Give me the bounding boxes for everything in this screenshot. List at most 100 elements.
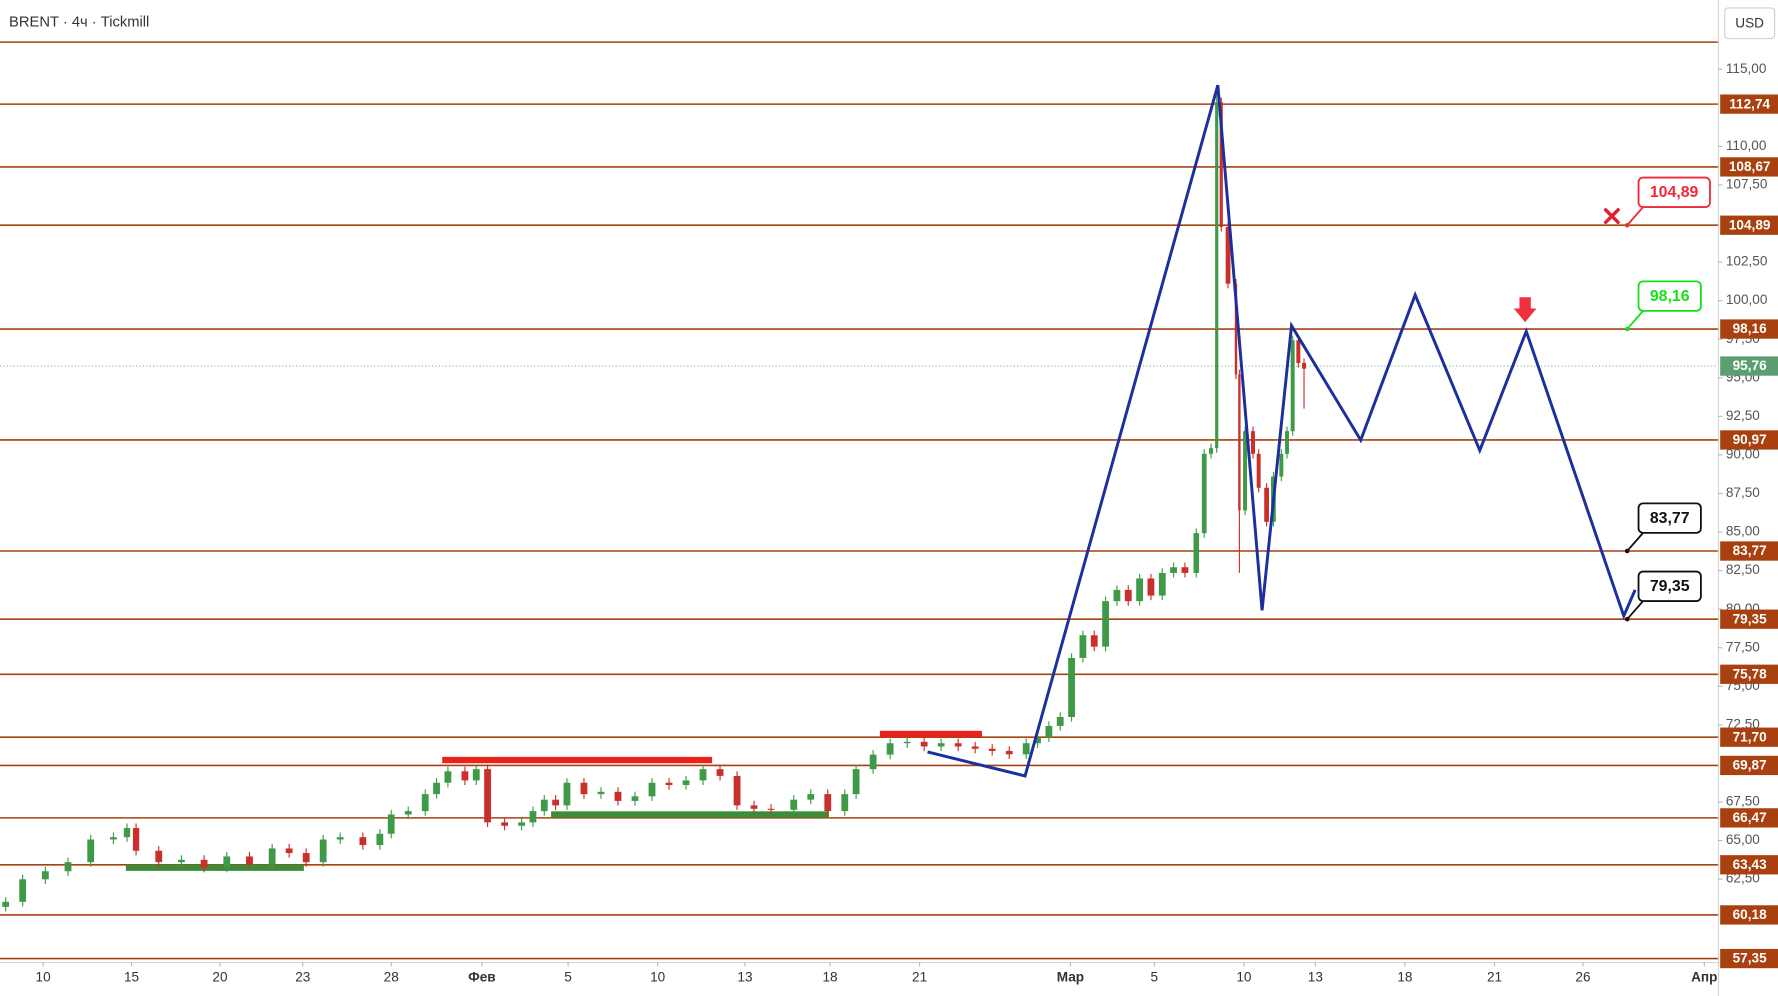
zones-layer <box>125 730 982 871</box>
callout-box <box>1637 280 1702 312</box>
candle-body <box>886 743 894 755</box>
candle-body <box>790 799 798 810</box>
candle-body <box>518 822 526 826</box>
candle-body <box>223 856 231 868</box>
callout: 104,89 <box>1624 176 1711 228</box>
current-price-label: 95,76 <box>1733 358 1767 373</box>
level-label: 83,77 <box>1733 543 1767 558</box>
y-tick-label: 77,50 <box>1726 639 1760 654</box>
level-label: 75,78 <box>1733 666 1767 681</box>
x-tick-label: 13 <box>1308 969 1323 984</box>
x-tick-label: Апр <box>1691 969 1717 984</box>
zone-bar <box>125 864 304 871</box>
candle-body <box>1045 725 1053 738</box>
y-tick-label: 110,00 <box>1726 138 1767 153</box>
x-tick-label: 15 <box>124 969 139 984</box>
x-tick-label: 5 <box>1151 969 1159 984</box>
candle-body <box>1296 340 1301 363</box>
candle-body <box>336 837 344 840</box>
chart-title: BRENT · 4ч · Tickmill <box>9 15 149 31</box>
callout-label: 79,35 <box>1650 578 1690 595</box>
candle-body <box>1022 743 1030 755</box>
y-tick-label: 65,00 <box>1726 832 1760 847</box>
x-tick-label: 10 <box>650 969 666 984</box>
candle-body <box>319 839 327 863</box>
level-label: 112,74 <box>1729 96 1770 111</box>
x-tick-label: 13 <box>737 969 752 984</box>
current-price-box <box>1720 356 1778 376</box>
candle-body <box>1302 362 1307 369</box>
zone-bar <box>551 811 829 818</box>
candle-body <box>87 839 95 863</box>
x-tick-label: 21 <box>912 969 927 984</box>
candle-body <box>359 837 367 846</box>
candle-body <box>1079 635 1087 658</box>
level-label-box <box>1720 727 1778 747</box>
candle-body <box>268 848 276 865</box>
candle-body <box>246 856 253 865</box>
candle-body <box>1234 283 1238 375</box>
candle-body <box>1136 578 1143 602</box>
level-label: 108,67 <box>1729 159 1771 174</box>
candle-body <box>1113 589 1121 602</box>
level-label: 63,43 <box>1733 857 1767 872</box>
candle-body <box>563 782 571 806</box>
candle-body <box>1209 448 1214 454</box>
candle-body <box>631 796 639 801</box>
x-tick-label: 21 <box>1487 969 1502 984</box>
x-tick-label: 18 <box>1397 969 1412 984</box>
x-tick-label: 10 <box>36 969 52 984</box>
x-tick-label: 28 <box>384 969 399 984</box>
candle-body <box>1256 453 1261 488</box>
level-label-box <box>1720 855 1778 875</box>
level-label-box <box>1720 664 1778 684</box>
candle-body <box>421 794 429 812</box>
projection-layer <box>927 84 1637 778</box>
candle-body <box>971 746 979 749</box>
candle-body <box>824 794 832 812</box>
level-label: 90,97 <box>1733 432 1767 447</box>
level-label-box <box>1720 905 1778 925</box>
candle-body <box>1201 453 1207 534</box>
callout-pointer <box>1626 532 1644 552</box>
candle-body <box>750 805 758 809</box>
candle-body <box>1181 567 1189 573</box>
callout-box <box>1637 570 1702 602</box>
candle-body <box>682 780 690 786</box>
candle-body <box>767 808 775 810</box>
level-label-box <box>1720 157 1778 177</box>
level-label: 104,89 <box>1729 217 1771 232</box>
currency-box <box>1724 7 1776 40</box>
candle-body <box>1285 431 1289 454</box>
candle-body <box>716 769 724 776</box>
candle-body <box>64 862 72 872</box>
candle-body <box>1005 750 1013 755</box>
candle-body <box>1056 717 1064 726</box>
x-tick-label: 23 <box>295 969 310 984</box>
level-label: 69,87 <box>1733 758 1767 773</box>
candle-body <box>1264 487 1269 522</box>
candle-body <box>869 754 877 770</box>
candle-body <box>200 859 208 868</box>
currency-label: USD <box>1735 15 1764 30</box>
x-tick-label: Мар <box>1057 969 1084 984</box>
candle-body <box>302 853 310 863</box>
candle-body <box>444 771 452 783</box>
candle-body <box>123 828 131 838</box>
candle-body <box>484 769 491 823</box>
candle-body <box>472 769 480 781</box>
candle-body <box>648 782 656 797</box>
callout-pointer <box>1626 310 1644 330</box>
callout-pointer <box>1626 206 1644 226</box>
level-label: 98,16 <box>1733 321 1767 336</box>
candle-body <box>178 859 185 863</box>
candle-body <box>920 741 928 747</box>
candle-body <box>733 775 741 806</box>
candle-body <box>1279 453 1284 477</box>
candle-body <box>1068 657 1075 718</box>
candle-body <box>1290 340 1295 432</box>
candle-body <box>2 901 10 907</box>
level-label-box <box>1720 541 1778 561</box>
